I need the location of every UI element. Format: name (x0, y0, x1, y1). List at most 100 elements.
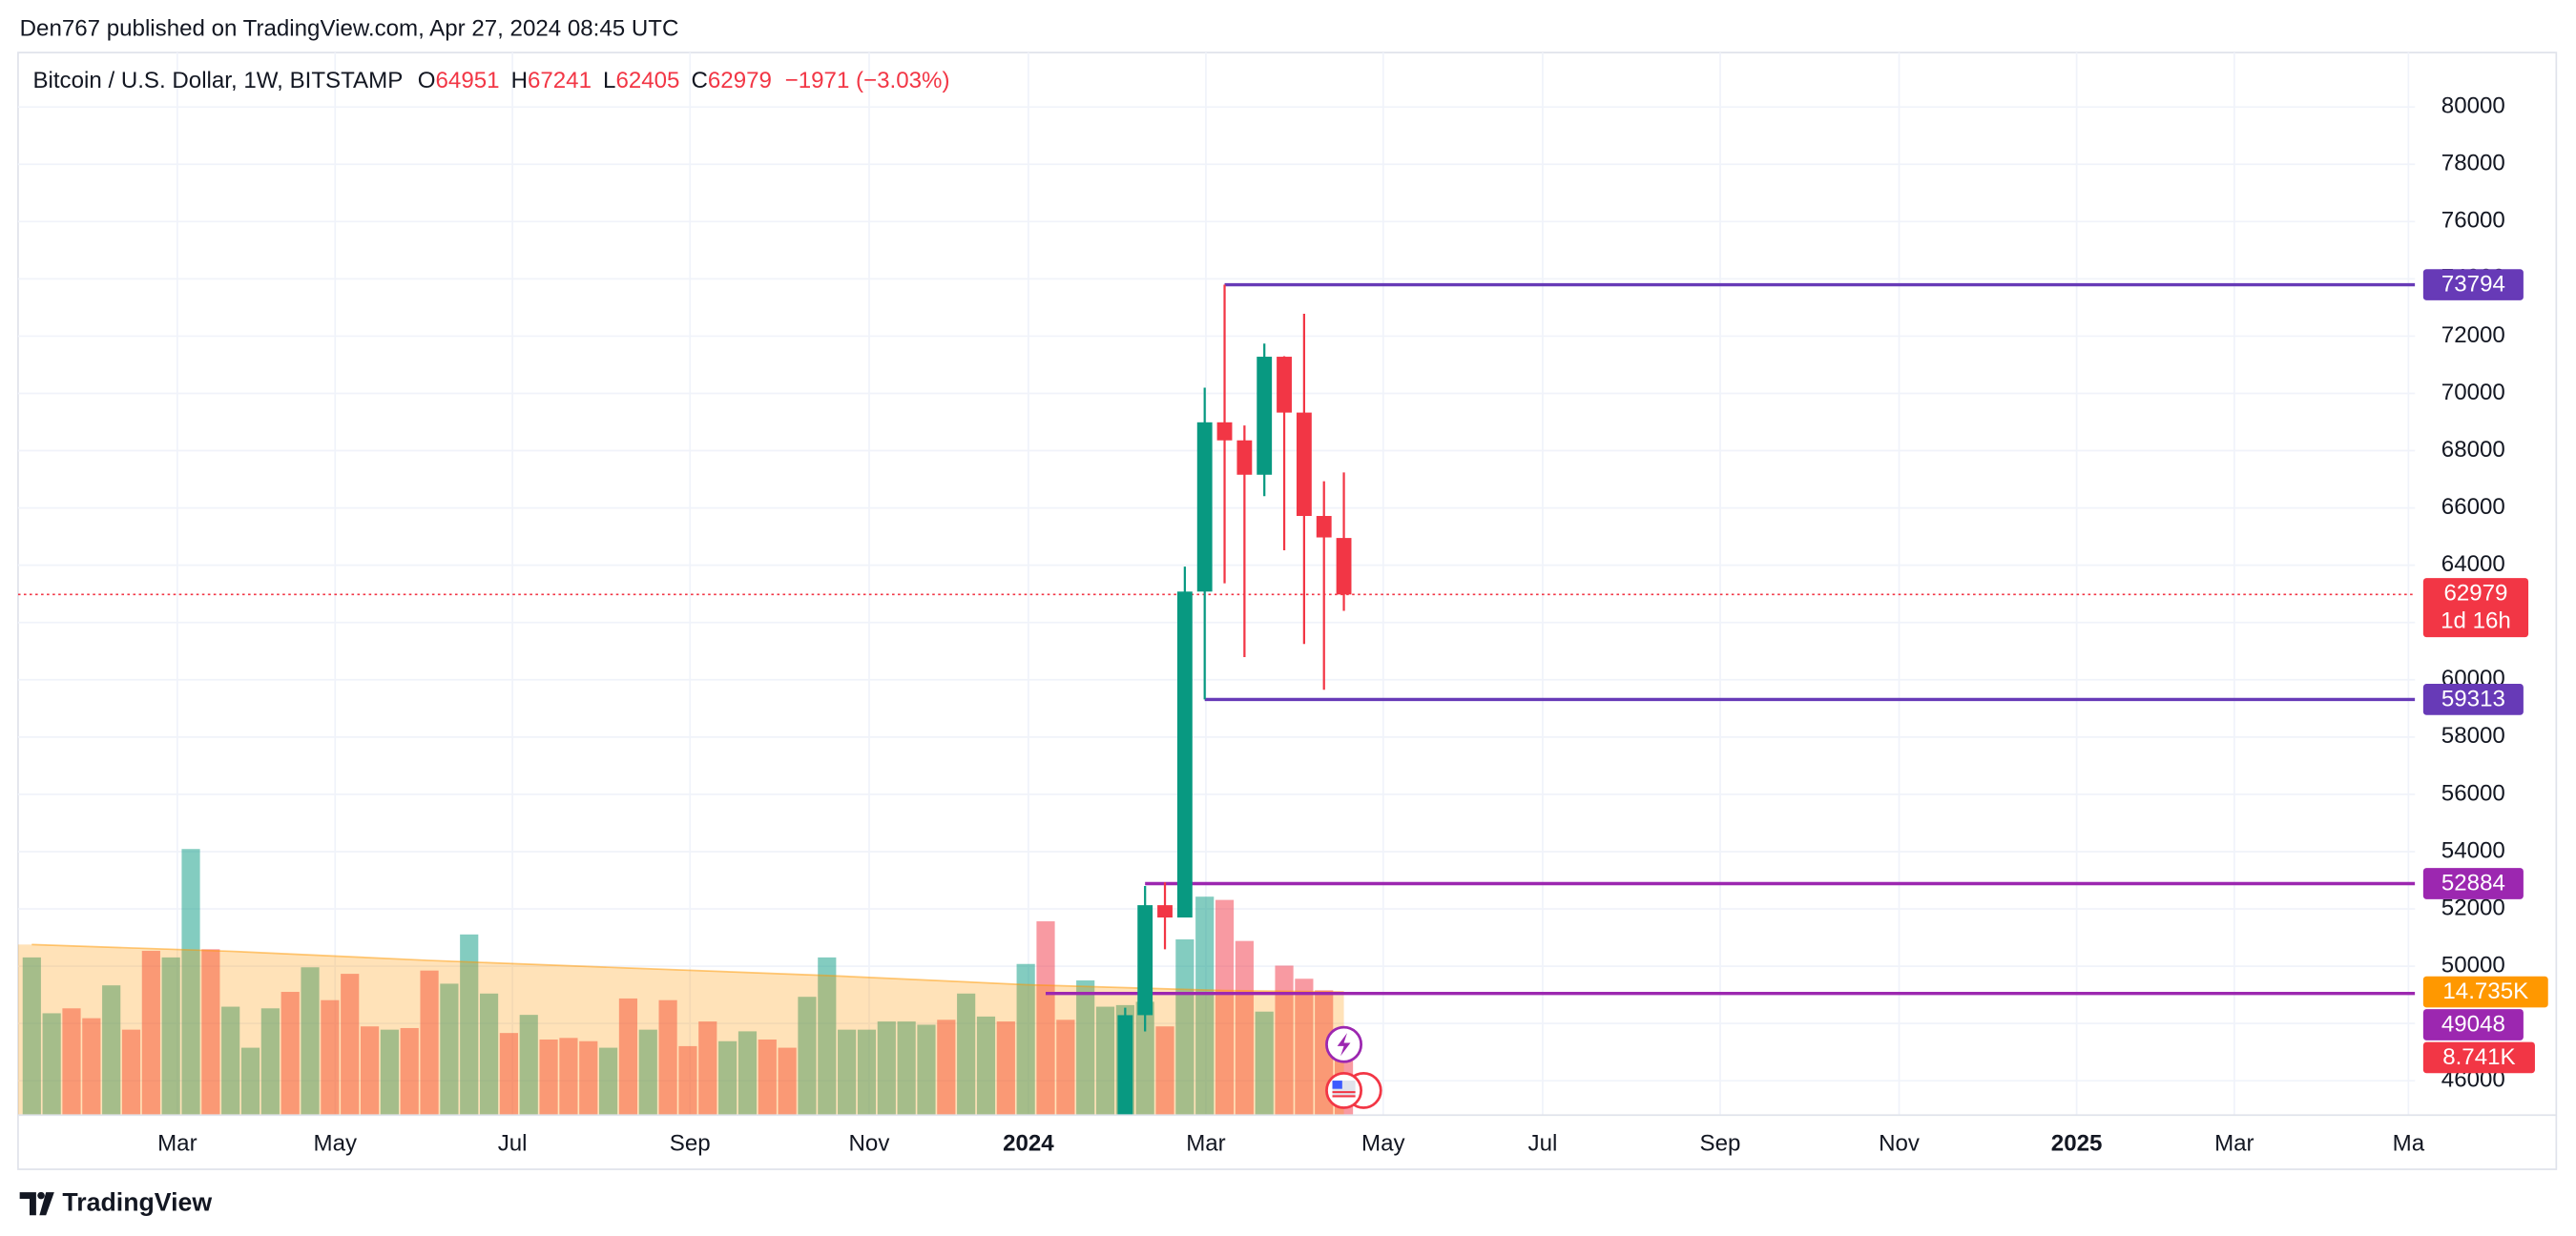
legend-key: O (418, 68, 436, 93)
candle-body (1176, 591, 1193, 918)
price-label-bg (2422, 578, 2529, 638)
y-tick-label: 50000 (2441, 952, 2505, 978)
x-tick-label: Jul (1528, 1131, 1558, 1157)
x-tick-label: Ma (2393, 1131, 2425, 1157)
volume-bar (638, 1029, 657, 1116)
price-label-text: 49048 (2441, 1011, 2505, 1037)
volume-bar (440, 983, 459, 1116)
y-tick-label: 80000 (2441, 93, 2505, 119)
header: Den767 published on TradingView.com, Apr… (20, 15, 679, 41)
volume-bar (1235, 940, 1254, 1116)
candle-body (1316, 516, 1332, 538)
candle-body (1336, 538, 1352, 595)
logo-mark (19, 1192, 36, 1216)
volume-bar (1135, 1001, 1154, 1116)
y-tick-label: 68000 (2441, 437, 2505, 463)
y-tick-label: 76000 (2441, 208, 2505, 234)
volume-bar (181, 849, 200, 1116)
x-tick-label: Nov (1879, 1131, 1920, 1157)
legend-change: −1971 (−3.03%) (785, 68, 950, 93)
candle-body (1157, 905, 1173, 918)
price-label: 8.741K (2422, 1041, 2535, 1074)
volume-bar (559, 1038, 578, 1116)
volume-bar (857, 1029, 877, 1116)
volume-bar (976, 1016, 996, 1116)
legend: Bitcoin / U.S. Dollar, 1W, BITSTAMP O6495… (32, 68, 949, 93)
volume-bar (1195, 896, 1215, 1116)
plot-area (17, 282, 2416, 1116)
volume-bar (1056, 1020, 1075, 1116)
volume-bar (579, 1040, 598, 1116)
chart-frame (17, 52, 2558, 1170)
candle-body (1137, 905, 1153, 1016)
volume-bar (240, 1047, 260, 1116)
price-label-bg (2422, 868, 2524, 899)
volume-bar (1295, 978, 1314, 1116)
axes: 4600048000500005200054000560005800060000… (157, 93, 2548, 1157)
volume-bar (360, 1026, 380, 1116)
x-tick-label: Sep (1700, 1131, 1741, 1157)
volume-bar (341, 974, 360, 1116)
price-label-text: 8.741K (2442, 1044, 2515, 1070)
volume-bar (1076, 980, 1095, 1116)
volume-bar (201, 949, 220, 1116)
legend-key: H (511, 68, 528, 93)
footer-brand: TradingView (62, 1187, 212, 1216)
volume-bar (1036, 921, 1055, 1116)
volume-bar (957, 993, 976, 1116)
y-tick-label: 54000 (2441, 837, 2505, 863)
volume-bar (1095, 1006, 1115, 1116)
volume-bar (798, 997, 817, 1116)
volume-bar (599, 1047, 618, 1116)
volume-bar (1155, 1026, 1174, 1116)
price-label: 73794 (2422, 269, 2524, 300)
price-label-bg (2422, 1009, 2524, 1040)
volume-bar (678, 1045, 697, 1116)
y-tick-label: 66000 (2441, 494, 2505, 520)
x-tick-label: Mar (157, 1131, 197, 1157)
volume-bar (1175, 938, 1195, 1116)
price-label: 52884 (2422, 868, 2524, 899)
candle-body (1296, 412, 1312, 517)
candle-body (1257, 357, 1273, 475)
volume-bar (1275, 965, 1294, 1116)
flag-icon (1332, 1081, 1342, 1089)
x-tick-label: 2025 (2051, 1131, 2103, 1157)
volume-bar (380, 1029, 399, 1116)
x-tick-label: 2024 (1003, 1131, 1054, 1157)
y-tick-label: 58000 (2441, 723, 2505, 749)
volume-bar (698, 1021, 717, 1116)
y-tick-label: 56000 (2441, 780, 2505, 806)
x-tick-label: Nov (849, 1131, 890, 1157)
volume-bar (658, 999, 677, 1116)
price-label-bg (2422, 976, 2548, 1008)
volume-bar (897, 1021, 916, 1116)
y-tick-label: 78000 (2441, 151, 2505, 176)
candle-body (1236, 440, 1253, 475)
volume-bar (301, 967, 320, 1116)
candle-body (1196, 422, 1213, 592)
volume-bar (1016, 963, 1035, 1116)
legend-value: 62979 (708, 68, 772, 93)
volume-bar (519, 1015, 538, 1116)
volume-bar (400, 1027, 419, 1116)
candle-body (1277, 357, 1292, 413)
volume-bar (161, 957, 180, 1116)
volume-ma-area (17, 944, 1344, 1116)
volume-bar (818, 957, 837, 1116)
volume-bar (937, 1020, 956, 1116)
volume-bar (539, 1039, 558, 1116)
volume-bar (62, 1008, 81, 1116)
volume-bar (82, 1018, 101, 1116)
legend-value: 64951 (436, 68, 500, 93)
legend-key: C (692, 68, 708, 93)
volume-bar (121, 1029, 141, 1116)
price-label: 14.735K (2422, 976, 2548, 1008)
price-label-bg (2422, 1041, 2535, 1074)
legend-value: 67241 (528, 68, 592, 93)
volume-bar (102, 985, 121, 1116)
volume-bar (420, 970, 439, 1116)
volume-bar (917, 1024, 936, 1116)
